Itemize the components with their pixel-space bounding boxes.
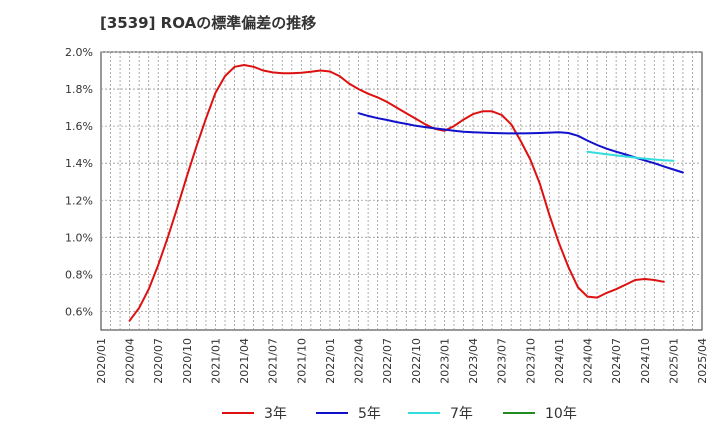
x-tick-label: 2023/07 [496,338,509,384]
legend-label-2: 5年 [358,406,381,422]
x-tick-label: 2022/07 [381,338,394,384]
chart-title: [3539] ROAの標準偏差の推移 [100,14,317,32]
legend-label-1: 3年 [264,406,287,422]
x-tick-label: 2020/07 [152,338,165,384]
y-tick-label: 1.6% [65,120,93,133]
y-tick-label: 1.8% [65,83,93,96]
x-tick-label: 2023/10 [524,338,537,384]
x-tick-label: 2024/07 [610,338,623,384]
x-tick-label: 2023/01 [438,338,451,384]
x-tick-label: 2025/04 [696,338,709,384]
x-tick-label: 2024/01 [553,338,566,384]
y-tick-label: 1.2% [65,194,93,207]
y-tick-label: 0.6% [65,305,93,318]
x-tick-label: 2021/01 [209,338,222,384]
x-tick-label: 2020/04 [124,338,137,384]
x-tick-label: 2022/01 [324,338,337,384]
plot-area [100,51,703,331]
x-tick-label: 2025/01 [667,338,680,384]
x-tick-label: 2022/10 [410,338,423,384]
y-tick-label: 0.8% [65,268,93,281]
x-tick-label: 2023/04 [467,338,480,384]
y-tick-label: 1.0% [65,231,93,244]
legend-label-3: 7年 [450,406,473,422]
x-tick-label: 2020/10 [181,338,194,384]
y-tick-label: 2.0% [65,46,93,59]
x-tick-label: 2021/10 [295,338,308,384]
series-line-2 [357,112,684,174]
series-line-1 [128,64,665,322]
legend-label-4: 10年 [545,406,577,422]
y-tick-label: 1.4% [65,157,93,170]
x-tick-label: 2022/04 [353,338,366,384]
x-tick-label: 2021/07 [267,338,280,384]
x-tick-label: 2020/01 [95,338,108,384]
x-tick-label: 2024/04 [582,338,595,384]
x-tick-label: 2021/04 [238,338,251,384]
x-tick-label: 2024/10 [639,338,652,384]
series-line-3 [586,150,675,162]
